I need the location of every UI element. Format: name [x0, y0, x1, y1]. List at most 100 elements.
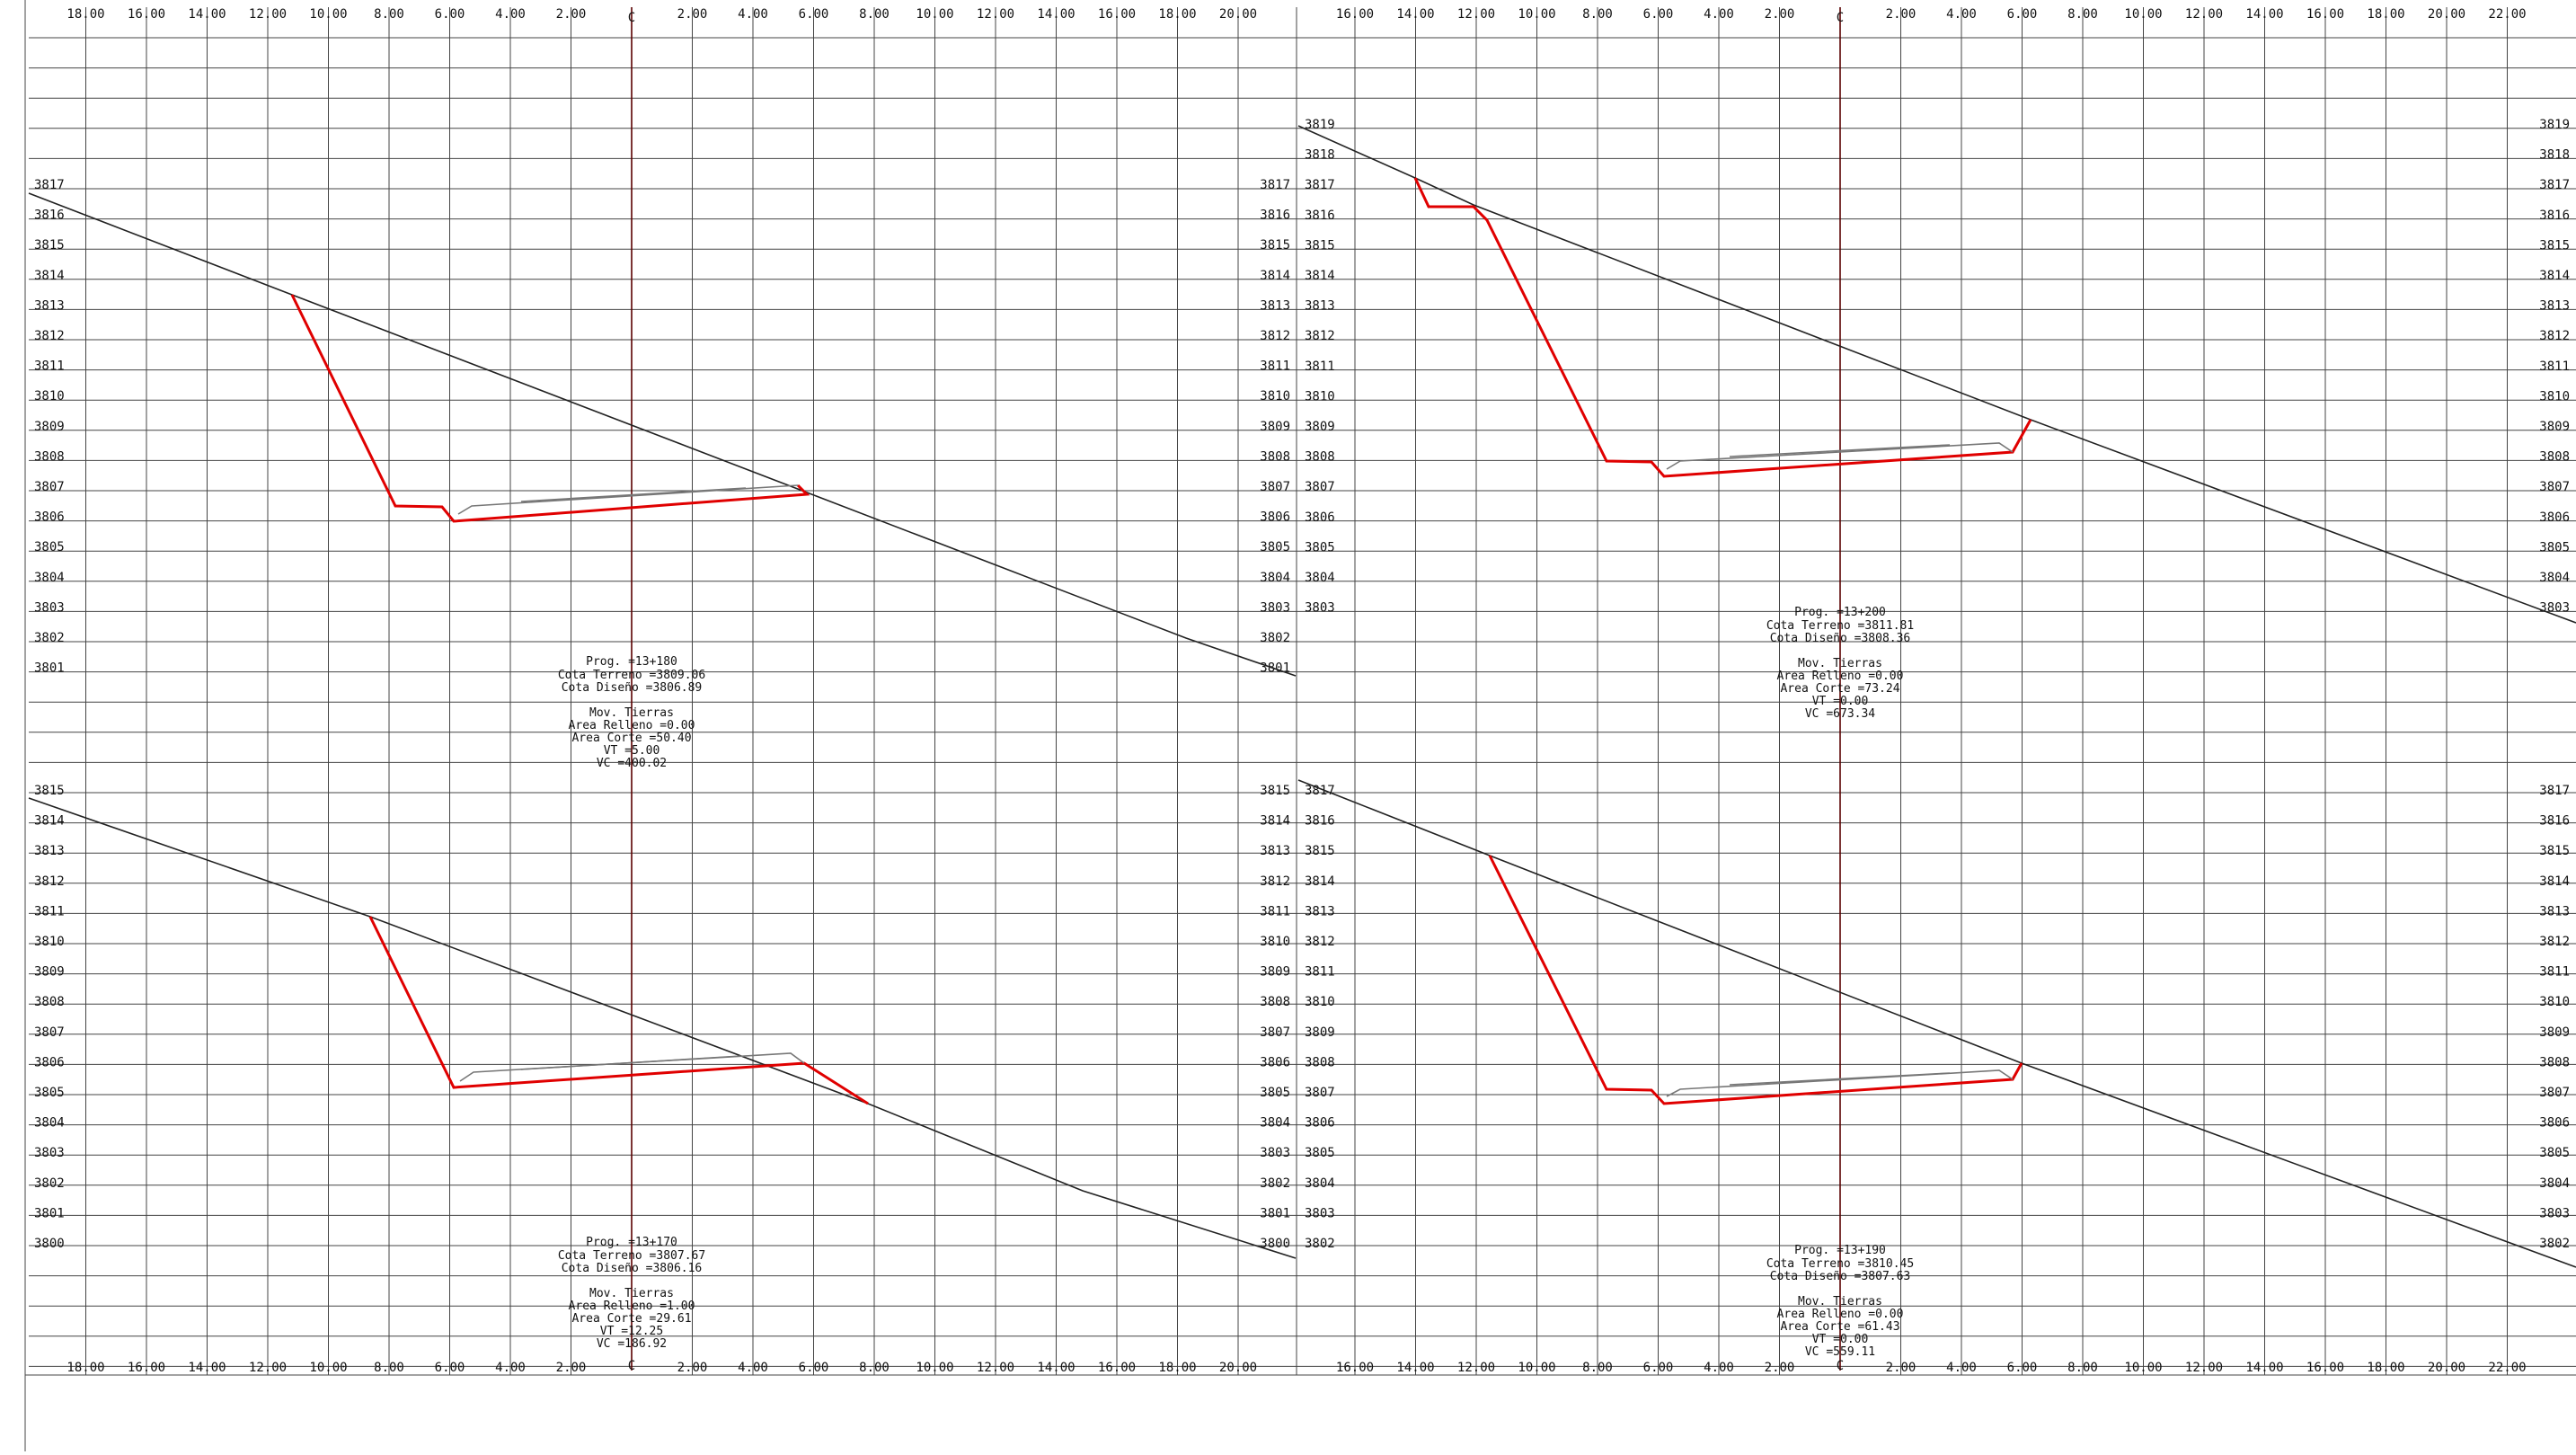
elevation-label-right: 3812 [1260, 874, 1290, 889]
elevation-label-left: 3814 [1305, 874, 1335, 889]
tick-label-bottom: 12.00 [249, 1361, 287, 1375]
tick-label-bottom: 8.00 [1582, 1361, 1613, 1375]
pavement-line [1666, 1069, 2014, 1097]
elevation-label-right: 3810 [2539, 389, 2570, 404]
tick-label-bottom: 2.00 [1886, 1361, 1917, 1375]
cota-diseno-label: Cota Diseño =3806.16 [562, 1262, 703, 1275]
elevation-label-right: 3803 [2539, 1206, 2570, 1220]
tick-label-top: 12.00 [249, 7, 287, 22]
area-relleno-label: Area Relleno =0.00 [1777, 1308, 1904, 1321]
elevation-label-left: 3813 [1305, 904, 1335, 918]
elevation-label-right: 3803 [2539, 601, 2570, 616]
tick-label-top: 16.00 [128, 7, 165, 22]
elevation-label-left: 3815 [34, 238, 65, 253]
tick-label-top: 4.00 [495, 7, 526, 22]
elevation-label-right: 3811 [2539, 965, 2570, 980]
vt-label: VT =0.00 [1812, 1333, 1869, 1346]
elevation-label-right: 3806 [2539, 1116, 2570, 1131]
cota-terreno-label: Cota Terreno =3809.06 [558, 669, 705, 682]
tick-label-top: 10.00 [916, 7, 953, 22]
section-13-180: Prog. =13+180 Cota Terreno =3809.06 Cota… [28, 192, 1297, 770]
elevation-label-right: 3803 [1260, 1146, 1290, 1160]
elevation-label-right: 3816 [2539, 814, 2570, 829]
elevation-label-right: 3810 [1260, 389, 1290, 404]
tick-label-bottom: 12.00 [1457, 1361, 1495, 1375]
elevation-label-left: 3804 [34, 571, 65, 585]
elevation-label-right: 3807 [1260, 1025, 1290, 1040]
tick-label-top: 4.00 [1946, 7, 1977, 22]
elevation-label-right: 3809 [2539, 420, 2570, 434]
elevation-label-left: 3811 [1305, 965, 1335, 980]
tick-label-bottom: 18.00 [1158, 1361, 1196, 1375]
elevation-label-right: 3809 [1260, 965, 1290, 980]
prog-label: Prog. =13+190 [1794, 1244, 1886, 1257]
elevation-label-left: 3817 [1305, 178, 1335, 192]
elevation-label-left: 3812 [34, 329, 65, 343]
mov-tierras-label: Mov. Tierras [1798, 1295, 1882, 1309]
tick-label-bottom: 14.00 [2245, 1361, 2283, 1375]
elevation-label-right: 3819 [2539, 118, 2570, 132]
tick-label-bottom: 10.00 [1518, 1361, 1555, 1375]
elevation-label-right: 3816 [1260, 208, 1290, 223]
elevation-label-right: 3807 [1260, 480, 1290, 494]
tick-label-top: 20.00 [1219, 7, 1257, 22]
grid-layer [29, 7, 2576, 1375]
design-section-line [1488, 855, 2023, 1105]
mov-tierras-label: Mov. Tierras [589, 706, 674, 720]
elevation-label-right: 3807 [2539, 480, 2570, 494]
design-section-line [368, 916, 869, 1105]
tick-label-top: 10.00 [2124, 7, 2162, 22]
tick-label-bottom: 16.00 [1098, 1361, 1136, 1375]
elevation-label-right: 3808 [1260, 995, 1290, 1009]
area-corte-label: Area Corte =29.61 [571, 1312, 691, 1326]
tick-label-top: 20.00 [2428, 7, 2465, 22]
tick-label-top: 14.00 [188, 7, 226, 22]
elevation-label-left: 3815 [34, 784, 65, 798]
tick-label-bottom: 2.00 [677, 1361, 708, 1375]
elevation-label-left: 3808 [34, 449, 65, 464]
area-corte-label: Area Corte =73.24 [1780, 682, 1899, 696]
elevation-label-left: 3818 [1305, 148, 1335, 163]
elevation-label-right: 3814 [1260, 269, 1290, 283]
elevation-label-left: 3802 [34, 1176, 65, 1191]
tick-label-bottom: 12.00 [2185, 1361, 2223, 1375]
elevation-label-right: 3811 [1260, 904, 1290, 918]
elevation-label-right: 3815 [1260, 238, 1290, 253]
elevation-label-left: 3806 [1305, 1116, 1335, 1131]
elevation-label-left: 3807 [34, 480, 65, 494]
elevation-label-left: 3817 [1305, 784, 1335, 798]
elevation-label-right: 3808 [2539, 1055, 2570, 1069]
elevation-label-right: 3817 [2539, 178, 2570, 192]
tick-label-top: 8.00 [1582, 7, 1613, 22]
area-relleno-label: Area Relleno =1.00 [569, 1300, 695, 1313]
tick-label-top: 8.00 [374, 7, 404, 22]
cota-terreno-label: Cota Terreno =3811.81 [1766, 619, 1914, 633]
elevation-label-left: 3801 [34, 661, 65, 676]
elevation-label-left: 3803 [34, 600, 65, 615]
axis-letter-bottom: C [1837, 1359, 1844, 1373]
vt-label: VT =12.25 [600, 1325, 663, 1338]
elevation-label-right: 3805 [2539, 1146, 2570, 1160]
tick-label-bottom: 16.00 [128, 1361, 165, 1375]
tick-label-bottom: 6.00 [1643, 1361, 1674, 1375]
elevation-label-left: 3804 [1305, 571, 1335, 585]
tick-label-bottom: 22.00 [2488, 1361, 2526, 1375]
elevation-label-right: 3800 [1260, 1237, 1290, 1251]
elevation-label-right: 3809 [2539, 1025, 2570, 1040]
elevation-label-right: 3813 [2539, 299, 2570, 314]
tick-label-top: 22.00 [2488, 7, 2526, 22]
elevation-label-right: 3815 [2539, 844, 2570, 858]
elevation-label-left: 3805 [34, 1086, 65, 1100]
elevation-label-right: 3814 [2539, 874, 2570, 889]
elevation-label-right: 3808 [1260, 449, 1290, 464]
area-relleno-label: Area Relleno =0.00 [1777, 670, 1904, 683]
section-13-200: Prog. =13+200 Cota Terreno =3811.81 Cota… [1297, 125, 2576, 721]
elevation-label-right: 3815 [2539, 238, 2570, 253]
elevation-label-left: 3809 [1305, 420, 1335, 434]
tick-label-bottom: 4.00 [495, 1361, 526, 1375]
elevation-label-left: 3809 [1305, 1025, 1335, 1040]
pavement-line-2 [1729, 1072, 1951, 1086]
tick-label-bottom: 6.00 [2007, 1361, 2038, 1375]
tick-label-top: 6.00 [435, 7, 465, 22]
tick-label-bottom: 14.00 [1037, 1361, 1075, 1375]
